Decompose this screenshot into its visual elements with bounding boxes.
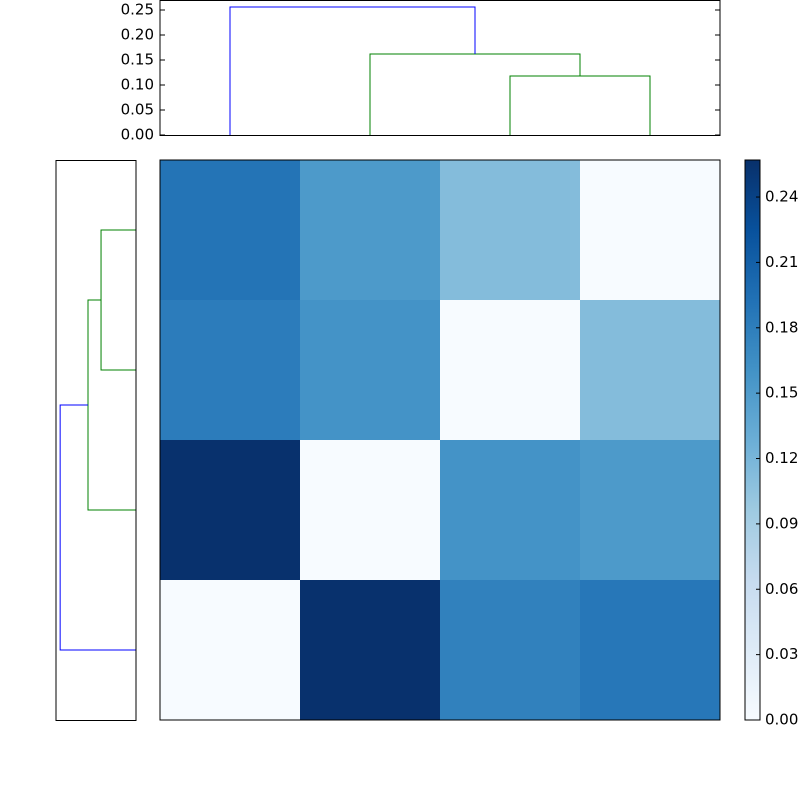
heatmap-cell: [300, 300, 441, 441]
colorbar-tick-label: 0.24: [765, 188, 798, 206]
dendrogram-link: [59, 404, 136, 651]
dendrogram-link: [229, 6, 476, 135]
heatmap-cell: [160, 160, 301, 301]
colorbar-tick-label: 0.03: [765, 645, 798, 663]
heatmap-cell: [300, 580, 441, 721]
colorbar-tick-label: 0.06: [765, 580, 798, 598]
y-tick-label: 0.00: [121, 126, 154, 144]
heatmap-cell: [300, 160, 441, 301]
heatmap-cell: [440, 580, 581, 721]
y-tick-label: 0.20: [121, 26, 154, 44]
y-tick-label: 0.25: [121, 1, 154, 19]
heatmap-cell: [440, 440, 581, 581]
colorbar-tick-label: 0.09: [765, 514, 798, 532]
dendrogram-link: [87, 299, 136, 511]
heatmap-cell: [300, 440, 441, 581]
heatmap-cell: [580, 440, 721, 581]
heatmap-cell: [440, 160, 581, 301]
heatmap-cell: [580, 300, 721, 441]
colorbar-tick-label: 0.12: [765, 449, 798, 467]
colorbar: [744, 159, 761, 721]
colorbar-tick-label: 0.00: [765, 711, 798, 729]
heatmap-cell: [160, 440, 301, 581]
heatmap-cell: [580, 160, 721, 301]
axes-frame: [55, 160, 137, 721]
axes-frame: [159, 0, 721, 136]
axes-frame: [159, 159, 721, 721]
heatmap-cell: [440, 300, 581, 441]
heatmap-cell: [580, 580, 721, 721]
colorbar-tick-label: 0.18: [765, 318, 798, 336]
dendrogram-link: [369, 53, 581, 135]
colorbar-tick-label: 0.15: [765, 384, 798, 402]
y-tick-label: 0.15: [121, 51, 154, 69]
heatmap-cell: [160, 300, 301, 441]
dendrogram-link: [100, 229, 136, 371]
y-tick-label: 0.05: [121, 101, 154, 119]
y-tick-label: 0.10: [121, 76, 154, 94]
colorbar-tick-label: 0.21: [765, 253, 798, 271]
heatmap-cell: [160, 580, 301, 721]
dendrogram-link: [509, 75, 651, 135]
